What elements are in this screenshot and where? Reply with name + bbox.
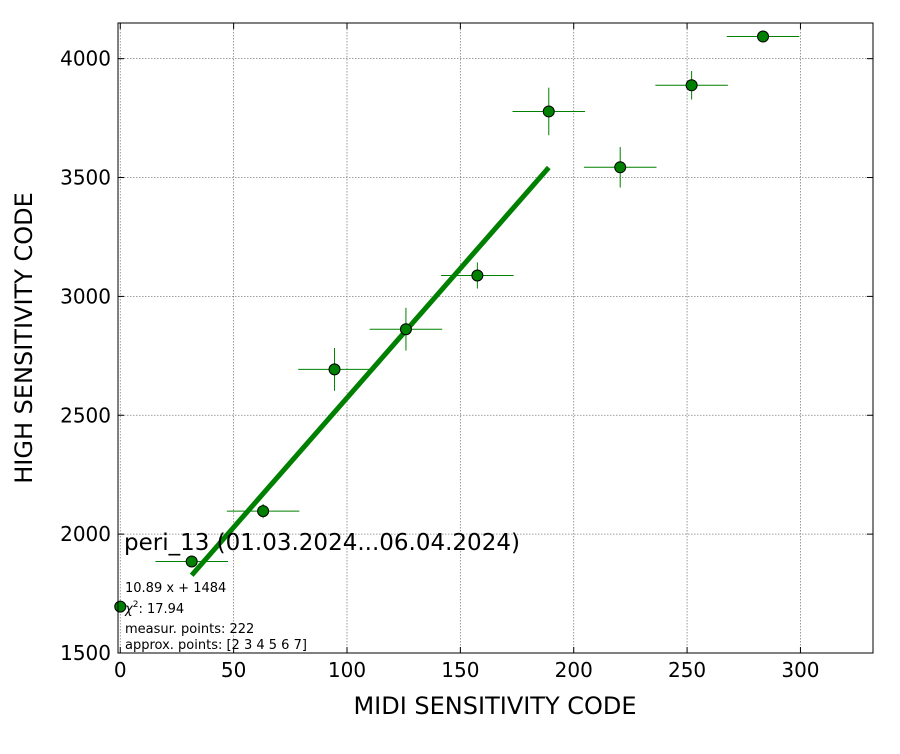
x-axis-label: MIDI SENSITIVITY CODE: [353, 692, 636, 720]
data-point: [328, 363, 341, 376]
y-tick-label: 3000: [60, 284, 111, 308]
data-point: [185, 555, 198, 568]
chi-symbol: χ: [124, 602, 134, 617]
axis-ticks: 0 50 100 150 200 250 300 1500 2000 2500 3000 3500 40…: [60, 23, 873, 682]
y-tick-label: 2500: [60, 403, 111, 427]
y-tick-label: 2000: [60, 522, 111, 546]
annotation-title: peri_13 (01.03.2024...06.04.2024): [124, 530, 520, 556]
data-point: [399, 323, 412, 336]
y-tick-label: 3500: [60, 166, 111, 190]
plot-area: [118, 23, 873, 653]
x-tick-label: 250: [668, 658, 706, 682]
annotation-equation: 10.89 x + 1484: [125, 581, 226, 596]
annotation-measur-points: measur. points: 222: [125, 622, 254, 637]
x-tick-label: 300: [781, 658, 819, 682]
data-point: [685, 79, 698, 92]
data-point: [542, 105, 555, 118]
y-tick-label: 1500: [60, 641, 111, 665]
data-points: [114, 30, 800, 613]
data-point: [471, 269, 484, 282]
annotation-approx-points: approx. points: [2 3 4 5 6 7]: [125, 638, 307, 653]
data-point: [257, 505, 270, 518]
x-tick-label: 200: [555, 658, 593, 682]
x-tick-label: 0: [114, 658, 127, 682]
fit-line-group: [189, 165, 551, 577]
data-point: [757, 30, 770, 43]
fit-line: [189, 165, 551, 577]
plot-frame: [117, 22, 874, 654]
x-tick-label: 100: [328, 658, 366, 682]
grid: [118, 23, 873, 654]
chi-value: : 17.94: [138, 602, 184, 617]
chi-exponent: 2: [133, 600, 139, 610]
y-axis-label: HIGH SENSITIVITY CODE: [10, 192, 38, 484]
x-tick-label: 50: [221, 658, 246, 682]
x-tick-label: 150: [441, 658, 479, 682]
annotation-chi: χ2: 17.94: [124, 600, 184, 617]
y-tick-label: 4000: [60, 47, 111, 71]
data-point: [614, 161, 627, 174]
